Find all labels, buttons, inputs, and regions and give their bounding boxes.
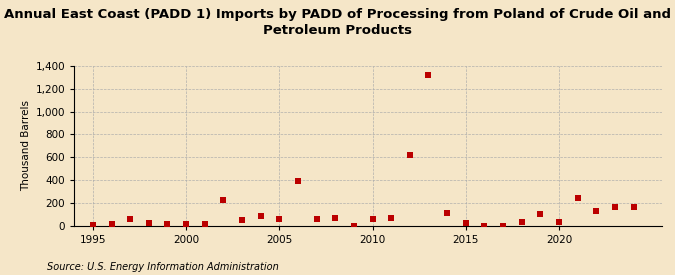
Point	[367, 216, 378, 221]
Point	[441, 211, 452, 215]
Point	[106, 222, 117, 227]
Point	[610, 205, 620, 210]
Text: Annual East Coast (PADD 1) Imports by PADD of Processing from Poland of Crude Oi: Annual East Coast (PADD 1) Imports by PA…	[4, 8, 671, 37]
Point	[237, 218, 248, 222]
Point	[591, 208, 601, 213]
Point	[218, 198, 229, 203]
Point	[330, 216, 341, 220]
Point	[348, 223, 359, 228]
Point	[274, 217, 285, 221]
Point	[292, 179, 303, 183]
Point	[311, 217, 322, 221]
Point	[125, 217, 136, 221]
Point	[199, 222, 210, 227]
Point	[628, 205, 639, 210]
Point	[516, 220, 527, 224]
Point	[423, 73, 434, 77]
Point	[143, 221, 154, 226]
Point	[479, 223, 490, 228]
Point	[404, 153, 415, 157]
Point	[88, 223, 99, 227]
Point	[386, 215, 397, 220]
Point	[162, 222, 173, 227]
Y-axis label: Thousand Barrels: Thousand Barrels	[22, 100, 32, 191]
Point	[460, 221, 471, 226]
Point	[535, 212, 545, 216]
Point	[255, 214, 266, 219]
Text: Source: U.S. Energy Information Administration: Source: U.S. Energy Information Administ…	[47, 262, 279, 272]
Point	[497, 223, 508, 228]
Point	[554, 220, 564, 224]
Point	[572, 196, 583, 200]
Point	[181, 222, 192, 226]
